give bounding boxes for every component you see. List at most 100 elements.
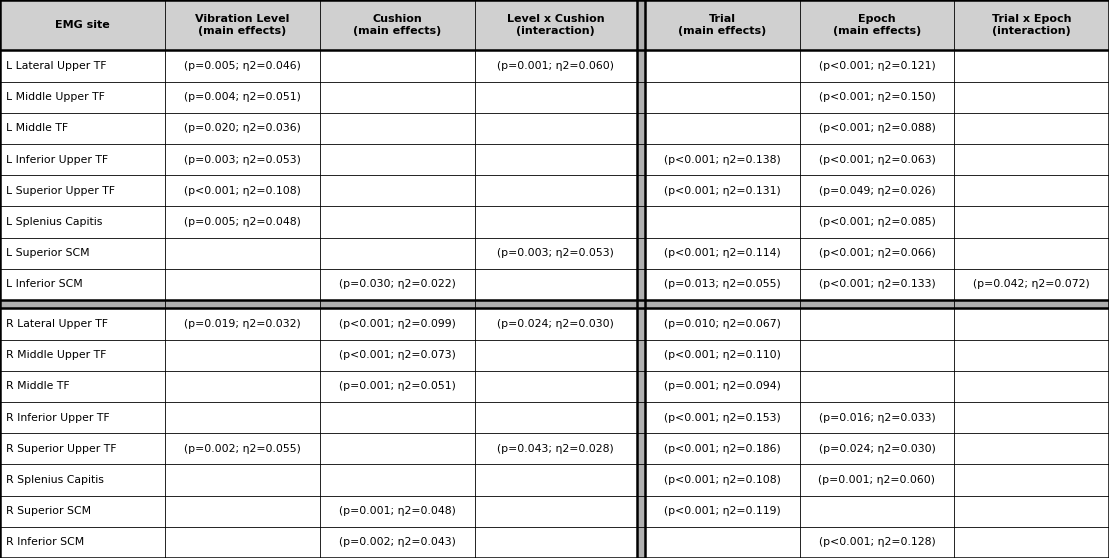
- Bar: [319, 496, 475, 527]
- Text: L Lateral Upper TF: L Lateral Upper TF: [6, 61, 106, 71]
- Bar: [319, 81, 475, 113]
- Text: (p=0.010; η2=0.067): (p=0.010; η2=0.067): [664, 319, 781, 329]
- Bar: [637, 496, 645, 527]
- Text: (p=0.001; η2=0.051): (p=0.001; η2=0.051): [338, 382, 456, 392]
- Bar: [955, 81, 1109, 113]
- Bar: [645, 496, 800, 527]
- Bar: [475, 300, 637, 309]
- Text: (p<0.001; η2=0.133): (p<0.001; η2=0.133): [818, 280, 935, 290]
- Bar: [800, 496, 955, 527]
- Text: (p=0.024; η2=0.030): (p=0.024; η2=0.030): [497, 319, 614, 329]
- Text: (p=0.043; η2=0.028): (p=0.043; η2=0.028): [497, 444, 614, 454]
- Text: (p<0.001; η2=0.153): (p<0.001; η2=0.153): [664, 413, 781, 422]
- Text: (p=0.005; η2=0.046): (p=0.005; η2=0.046): [184, 61, 301, 71]
- Bar: [0, 175, 165, 206]
- Text: (p<0.001; η2=0.121): (p<0.001; η2=0.121): [818, 61, 935, 71]
- Text: (p<0.001; η2=0.114): (p<0.001; η2=0.114): [664, 248, 781, 258]
- Bar: [0, 371, 165, 402]
- Bar: [955, 50, 1109, 81]
- Bar: [319, 300, 475, 309]
- Bar: [955, 175, 1109, 206]
- Bar: [800, 433, 955, 464]
- Bar: [800, 269, 955, 300]
- Bar: [800, 206, 955, 238]
- Bar: [475, 0, 637, 50]
- Bar: [645, 175, 800, 206]
- Bar: [0, 309, 165, 340]
- Text: R Middle Upper TF: R Middle Upper TF: [6, 350, 106, 360]
- Text: (p=0.049; η2=0.026): (p=0.049; η2=0.026): [818, 186, 935, 196]
- Bar: [637, 0, 645, 50]
- Bar: [0, 300, 165, 309]
- Bar: [637, 238, 645, 269]
- Bar: [475, 371, 637, 402]
- Text: R Inferior SCM: R Inferior SCM: [6, 537, 84, 547]
- Bar: [955, 300, 1109, 309]
- Bar: [955, 433, 1109, 464]
- Bar: [0, 340, 165, 371]
- Text: (p<0.001; η2=0.186): (p<0.001; η2=0.186): [664, 444, 781, 454]
- Bar: [319, 269, 475, 300]
- Text: (p<0.001; η2=0.066): (p<0.001; η2=0.066): [818, 248, 935, 258]
- Bar: [645, 113, 800, 144]
- Bar: [637, 340, 645, 371]
- Bar: [319, 144, 475, 175]
- Bar: [637, 50, 645, 81]
- Text: (p=0.004; η2=0.051): (p=0.004; η2=0.051): [184, 92, 301, 102]
- Bar: [800, 371, 955, 402]
- Bar: [319, 340, 475, 371]
- Bar: [645, 0, 800, 50]
- Bar: [319, 402, 475, 433]
- Bar: [645, 144, 800, 175]
- Text: L Inferior SCM: L Inferior SCM: [6, 280, 82, 290]
- Bar: [165, 144, 319, 175]
- Bar: [319, 464, 475, 496]
- Bar: [165, 269, 319, 300]
- Bar: [955, 113, 1109, 144]
- Text: R Lateral Upper TF: R Lateral Upper TF: [6, 319, 108, 329]
- Bar: [0, 144, 165, 175]
- Bar: [637, 402, 645, 433]
- Bar: [319, 175, 475, 206]
- Text: (p=0.016; η2=0.033): (p=0.016; η2=0.033): [818, 413, 935, 422]
- Text: (p<0.001; η2=0.063): (p<0.001; η2=0.063): [818, 155, 935, 165]
- Bar: [165, 402, 319, 433]
- Text: (p<0.001; η2=0.110): (p<0.001; η2=0.110): [664, 350, 781, 360]
- Bar: [645, 371, 800, 402]
- Bar: [475, 433, 637, 464]
- Bar: [319, 433, 475, 464]
- Bar: [165, 175, 319, 206]
- Bar: [645, 300, 800, 309]
- Bar: [645, 238, 800, 269]
- Text: EMG site: EMG site: [55, 20, 110, 30]
- Bar: [319, 527, 475, 558]
- Bar: [800, 402, 955, 433]
- Bar: [637, 464, 645, 496]
- Bar: [475, 340, 637, 371]
- Bar: [637, 300, 645, 309]
- Bar: [955, 238, 1109, 269]
- Bar: [955, 309, 1109, 340]
- Text: (p<0.001; η2=0.128): (p<0.001; η2=0.128): [818, 537, 935, 547]
- Bar: [645, 269, 800, 300]
- Bar: [800, 464, 955, 496]
- Text: L Inferior Upper TF: L Inferior Upper TF: [6, 155, 108, 165]
- Text: Trial
(main effects): Trial (main effects): [678, 15, 766, 36]
- Text: (p<0.001; η2=0.131): (p<0.001; η2=0.131): [664, 186, 781, 196]
- Text: (p=0.001; η2=0.060): (p=0.001; η2=0.060): [497, 61, 614, 71]
- Bar: [955, 0, 1109, 50]
- Bar: [165, 309, 319, 340]
- Bar: [637, 113, 645, 144]
- Bar: [955, 269, 1109, 300]
- Text: (p=0.005; η2=0.048): (p=0.005; η2=0.048): [184, 217, 301, 227]
- Bar: [637, 206, 645, 238]
- Bar: [0, 206, 165, 238]
- Bar: [800, 238, 955, 269]
- Bar: [475, 144, 637, 175]
- Bar: [475, 309, 637, 340]
- Text: (p=0.002; η2=0.055): (p=0.002; η2=0.055): [184, 444, 301, 454]
- Bar: [319, 309, 475, 340]
- Text: (p=0.001; η2=0.060): (p=0.001; η2=0.060): [818, 475, 936, 485]
- Bar: [165, 496, 319, 527]
- Text: (p=0.002; η2=0.043): (p=0.002; η2=0.043): [338, 537, 456, 547]
